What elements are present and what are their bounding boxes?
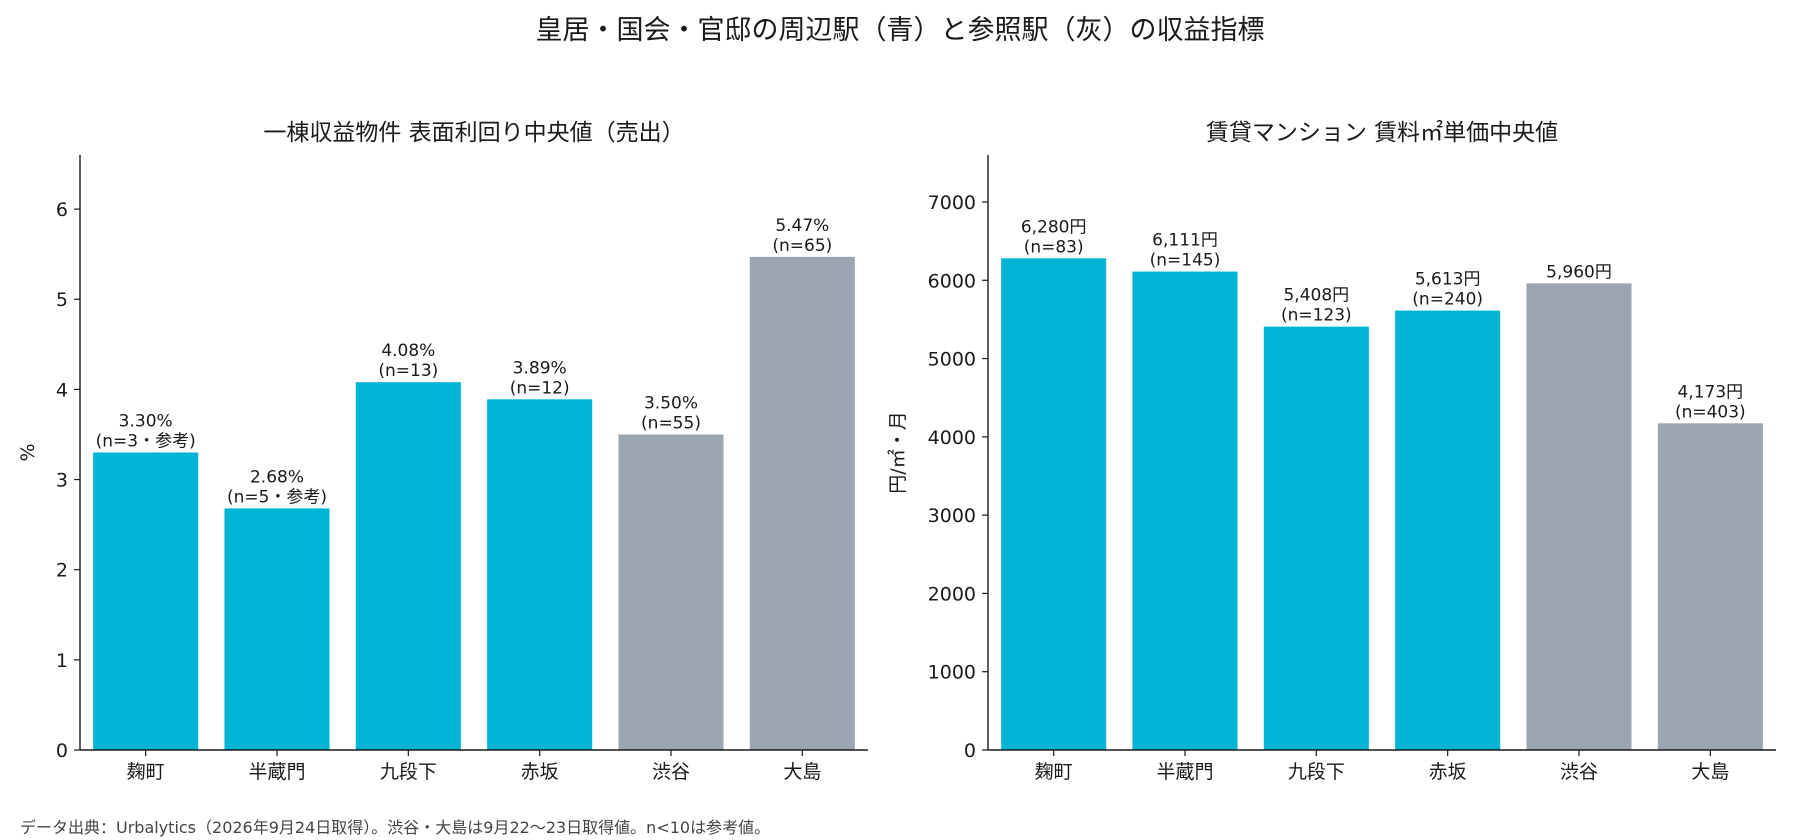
bar <box>1657 423 1763 750</box>
chart-panel-1: 一棟収益物件 表面利回り中央値（売出）% 3.30%(n=3・参考) 麹町 2.68%… <box>17 120 868 783</box>
bar <box>1263 326 1369 750</box>
data-label: 5,613円 <box>1415 270 1481 290</box>
y-tick-label: 3000 <box>928 505 976 527</box>
data-label: 4.08% <box>381 341 435 361</box>
bar <box>1001 258 1107 750</box>
chart-title: 一棟収益物件 表面利回り中央値（売出） <box>263 120 684 146</box>
n-label: (n=83) <box>1024 237 1084 257</box>
n-label: (n=55) <box>641 413 701 433</box>
y-axis-label: 円/㎡・月 <box>886 411 909 493</box>
x-tick-label: 半蔵門 <box>248 761 305 783</box>
n-label: (n=12) <box>510 378 570 398</box>
y-tick-label: 6000 <box>928 270 976 292</box>
bar <box>93 452 199 750</box>
n-label: (n=65) <box>772 236 832 256</box>
data-label: 3.89% <box>513 358 567 378</box>
x-tick-label: 九段下 <box>380 761 437 783</box>
x-tick-label: 麹町 <box>1035 761 1073 783</box>
data-label: 3.50% <box>644 393 698 413</box>
y-tick-label: 4 <box>56 379 68 401</box>
n-label: (n=13) <box>378 361 438 381</box>
x-tick-label: 赤坂 <box>1429 761 1467 783</box>
data-label: 6,280円 <box>1021 217 1087 237</box>
n-label: (n=5・参考) <box>227 487 327 507</box>
bar <box>1132 271 1238 750</box>
x-tick-label: 九段下 <box>1288 761 1345 783</box>
x-tick-label: 麹町 <box>127 761 165 783</box>
bar <box>355 382 461 750</box>
bar <box>487 399 593 750</box>
data-label: 5,408円 <box>1283 286 1349 306</box>
y-tick-label: 5 <box>56 289 68 311</box>
y-tick-label: 0 <box>964 740 976 762</box>
bar <box>618 434 724 750</box>
y-tick-label: 4000 <box>928 427 976 449</box>
x-tick-label: 渋谷 <box>1560 761 1598 783</box>
x-tick-label: 赤坂 <box>521 761 559 783</box>
n-label: (n=240) <box>1412 290 1483 310</box>
y-tick-label: 2000 <box>928 583 976 605</box>
n-label: (n=403) <box>1675 402 1746 422</box>
y-tick-label: 1 <box>56 650 68 672</box>
y-tick-label: 6 <box>56 199 68 221</box>
chart-title: 賃貸マンション 賃料㎡単価中央値 <box>1206 120 1558 146</box>
data-label: 3.30% <box>119 412 173 432</box>
bar <box>1395 310 1501 750</box>
data-label: 6,111円 <box>1152 231 1218 251</box>
source-note: データ出典：Urbalytics（2026年9月24日取得）。渋谷・大島は9月2… <box>20 818 771 837</box>
x-tick-label: 大島 <box>1691 761 1729 783</box>
y-axis-label: % <box>17 443 39 461</box>
x-tick-label: 半蔵門 <box>1156 761 1213 783</box>
figure-title: 皇居・国会・官邸の周辺駅（青）と参照駅（灰）の収益指標 <box>535 15 1265 46</box>
x-tick-label: 大島 <box>783 761 821 783</box>
bar <box>749 256 855 750</box>
n-label: (n=123) <box>1281 306 1352 326</box>
n-label: (n=145) <box>1150 251 1221 271</box>
data-label: 5,960円 <box>1546 262 1612 282</box>
data-label: 4,173円 <box>1677 382 1743 402</box>
y-tick-label: 3 <box>56 470 68 492</box>
y-tick-label: 2 <box>56 560 68 582</box>
bar <box>1526 283 1632 750</box>
y-tick-label: 0 <box>56 740 68 762</box>
data-label: 2.68% <box>250 467 304 487</box>
y-tick-label: 5000 <box>928 349 976 371</box>
bar <box>224 508 330 750</box>
x-tick-label: 渋谷 <box>652 761 690 783</box>
y-tick-label: 7000 <box>928 192 976 214</box>
data-label: 5.47% <box>775 216 829 236</box>
n-label: (n=3・参考) <box>96 432 196 452</box>
y-tick-label: 1000 <box>928 662 976 684</box>
